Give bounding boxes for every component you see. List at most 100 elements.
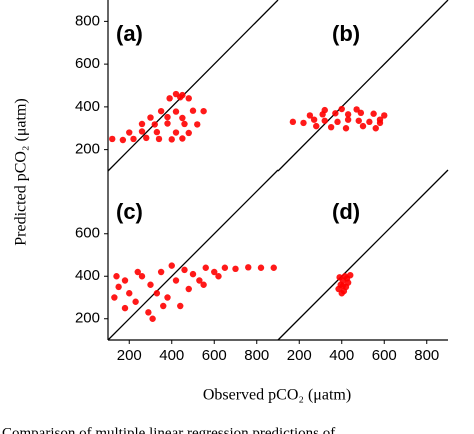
point: [121, 277, 129, 284]
point: [289, 118, 297, 126]
point: [185, 95, 192, 102]
point: [381, 112, 388, 119]
point: [138, 273, 146, 280]
point: [119, 136, 127, 144]
point: [179, 114, 186, 122]
point: [113, 273, 120, 280]
point: [126, 290, 133, 297]
point: [149, 315, 156, 322]
point: [200, 281, 207, 288]
x-tick-label: 200: [287, 347, 312, 364]
y-tick-label: 400: [75, 267, 100, 284]
point: [109, 135, 116, 143]
point: [202, 264, 209, 271]
x-tick-label: 400: [159, 347, 184, 364]
point: [172, 90, 180, 98]
one-to-one-line: [277, 169, 449, 341]
point: [355, 117, 362, 124]
point: [185, 285, 192, 293]
point: [177, 302, 184, 310]
point: [339, 282, 347, 290]
point: [185, 129, 192, 137]
point: [321, 106, 328, 114]
point: [179, 91, 186, 99]
point: [189, 107, 197, 114]
point: [143, 134, 150, 142]
point: [353, 106, 360, 113]
point: [168, 136, 175, 143]
point: [321, 117, 328, 124]
point: [232, 265, 239, 273]
point: [306, 112, 314, 119]
point: [300, 119, 307, 127]
point: [334, 118, 341, 126]
point: [157, 268, 165, 276]
point: [344, 116, 352, 123]
x-tick-label: 600: [202, 347, 227, 364]
point: [221, 264, 229, 271]
x-tick-label: 600: [372, 347, 397, 364]
point: [270, 264, 277, 271]
point: [194, 121, 201, 128]
one-to-one-line: [107, 169, 279, 341]
point: [344, 111, 352, 118]
point: [115, 283, 122, 291]
point: [359, 122, 367, 130]
point: [145, 309, 152, 316]
point: [332, 110, 339, 117]
panel-label: (b): [332, 21, 360, 46]
point: [179, 135, 186, 142]
point: [138, 120, 146, 128]
caption: Comparison of multiple linear regression…: [2, 425, 335, 434]
point: [111, 294, 118, 301]
one-to-one-line: [277, 0, 449, 172]
point: [370, 110, 377, 117]
point: [132, 298, 139, 305]
y-tick-label: 200: [75, 141, 100, 158]
point: [121, 304, 129, 312]
x-tick-label: 400: [329, 347, 354, 364]
point: [196, 277, 203, 284]
point: [338, 105, 345, 113]
point: [366, 118, 373, 126]
y-axis-title: Predicted pCO₂ (μatm): [13, 98, 30, 245]
point: [153, 290, 161, 297]
panel-label: (d): [332, 199, 360, 224]
point: [147, 114, 154, 121]
point: [160, 302, 167, 310]
point: [172, 277, 180, 284]
point: [151, 121, 158, 128]
x-axis-title: Observed pCO₂ (μatm): [203, 387, 351, 404]
point: [147, 281, 154, 288]
y-tick-label: 600: [75, 225, 100, 242]
point: [313, 122, 320, 130]
point: [130, 135, 137, 143]
panel-label: (a): [116, 21, 143, 46]
point: [347, 271, 354, 279]
point: [376, 116, 384, 123]
point: [336, 274, 343, 281]
point: [168, 262, 175, 269]
point: [310, 116, 318, 123]
point: [200, 107, 207, 115]
point: [172, 108, 180, 115]
point: [181, 266, 188, 274]
y-tick-label: 200: [75, 310, 100, 327]
point: [327, 123, 335, 131]
point: [189, 270, 197, 278]
point: [164, 120, 171, 127]
point: [357, 109, 365, 117]
y-tick-label: 600: [75, 55, 100, 72]
y-tick-label: 400: [75, 98, 100, 115]
point: [138, 128, 146, 135]
point: [157, 107, 165, 115]
x-tick-label: 800: [244, 347, 269, 364]
point: [342, 125, 350, 132]
point: [257, 264, 265, 271]
point: [245, 264, 252, 271]
point: [164, 294, 171, 301]
point: [155, 135, 163, 143]
one-to-one-line: [107, 0, 279, 172]
point: [166, 95, 173, 102]
